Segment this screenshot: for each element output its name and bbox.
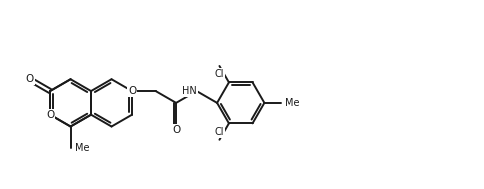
Text: O: O	[46, 110, 54, 120]
Text: Me: Me	[76, 143, 90, 153]
Text: O: O	[26, 74, 34, 84]
Text: Cl: Cl	[214, 127, 224, 137]
Text: HN: HN	[182, 86, 196, 96]
Text: Cl: Cl	[214, 69, 224, 79]
Text: Me: Me	[284, 98, 299, 108]
Text: O: O	[128, 86, 136, 96]
Text: O: O	[172, 125, 180, 136]
